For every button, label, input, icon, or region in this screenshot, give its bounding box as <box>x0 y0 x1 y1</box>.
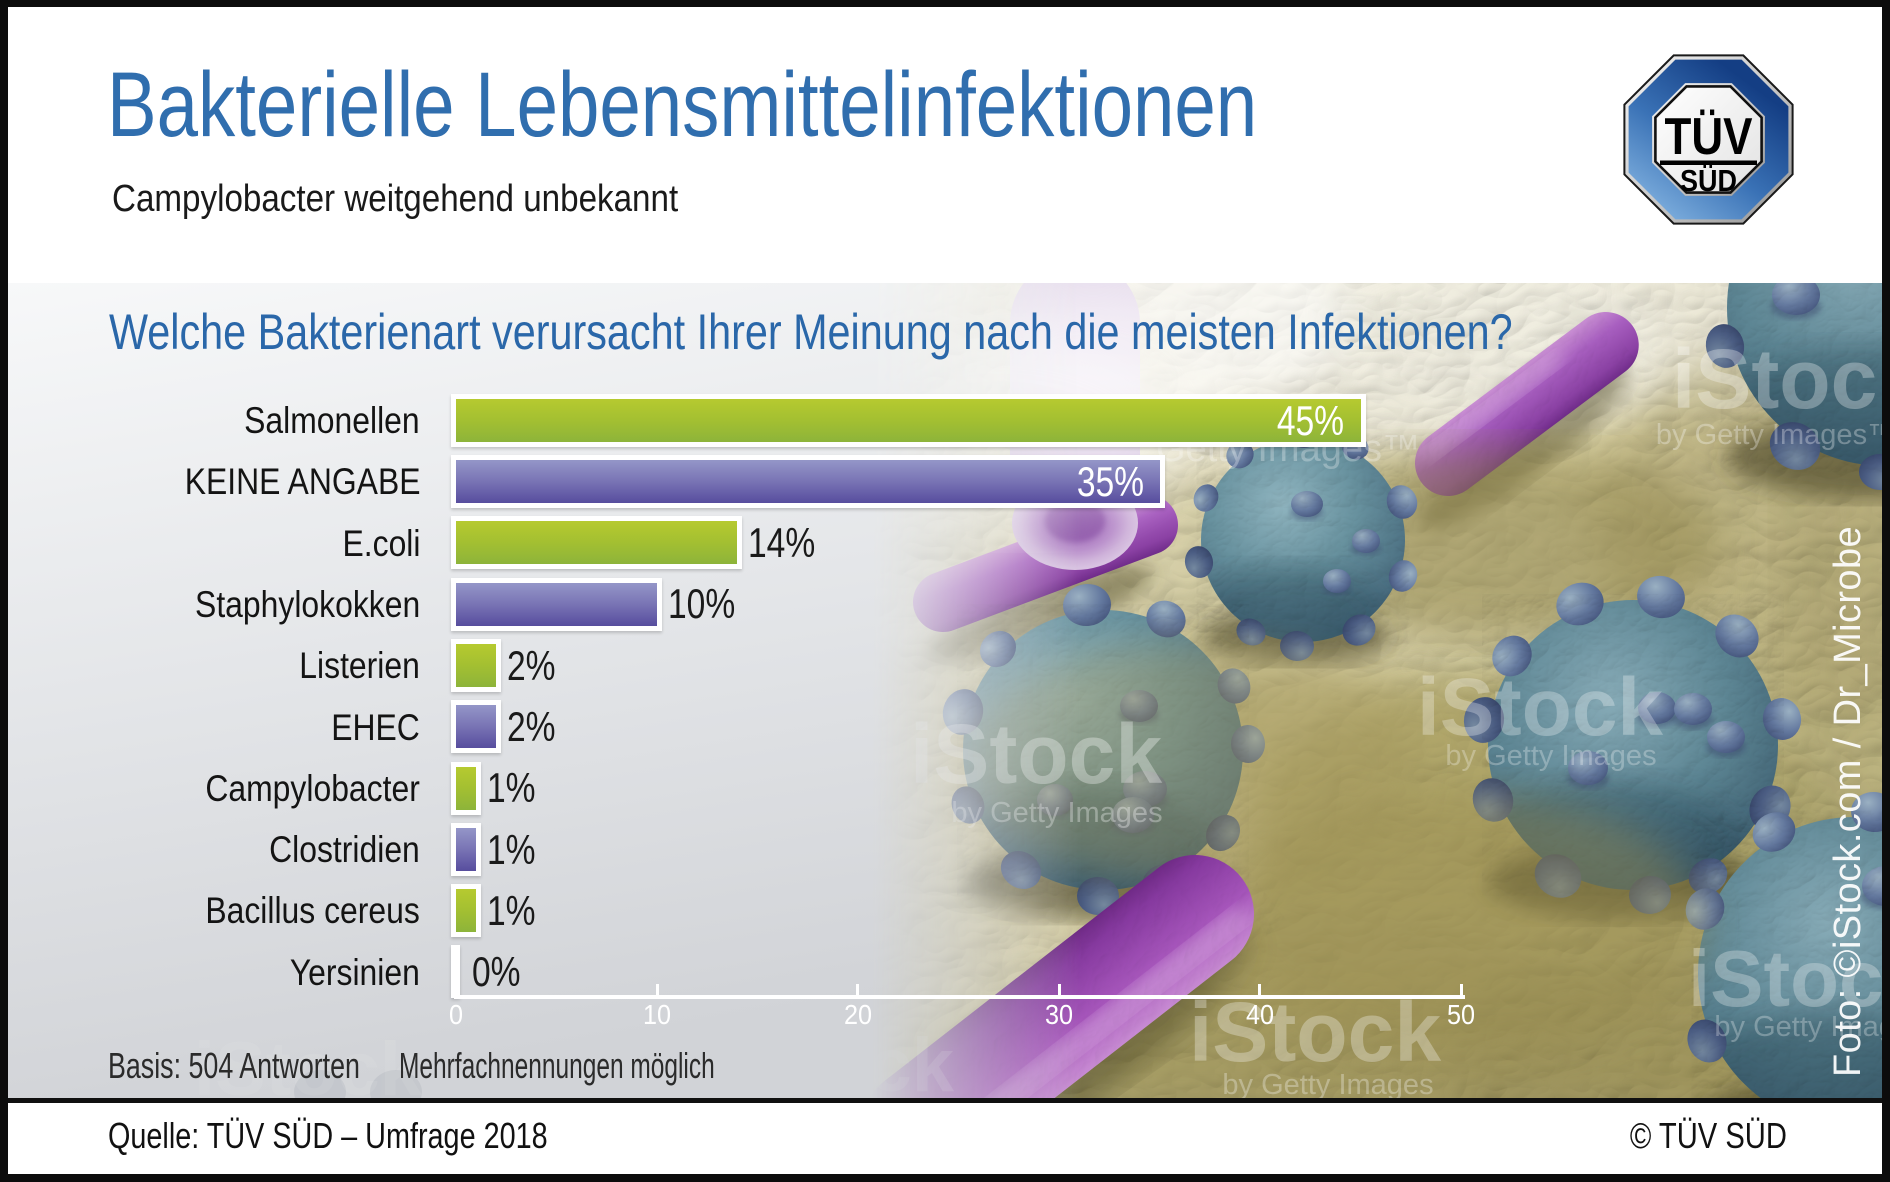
svg-text:SÜD: SÜD <box>1680 163 1737 198</box>
svg-text:by Getty Images: by Getty Images <box>1714 1011 1882 1043</box>
svg-text:iStock: iStock <box>1672 332 1882 426</box>
svg-text:by Getty Images™: by Getty Images™ <box>1656 419 1882 451</box>
svg-text:by Getty Images: by Getty Images <box>1445 740 1656 772</box>
svg-text:iStock: iStock <box>1688 934 1882 1023</box>
svg-text:iStock: iStock <box>1417 662 1663 753</box>
svg-text:iStock: iStock <box>194 1027 423 1098</box>
svg-text:Foto: ©iStock.com / Dr_Microbe: Foto: ©iStock.com / Dr_Microbe <box>1827 526 1869 1077</box>
svg-text:iStock: iStock <box>1189 985 1441 1079</box>
svg-text:by Getty Images: by Getty Images <box>1222 1069 1433 1098</box>
svg-text:TÜV: TÜV <box>1665 108 1753 166</box>
